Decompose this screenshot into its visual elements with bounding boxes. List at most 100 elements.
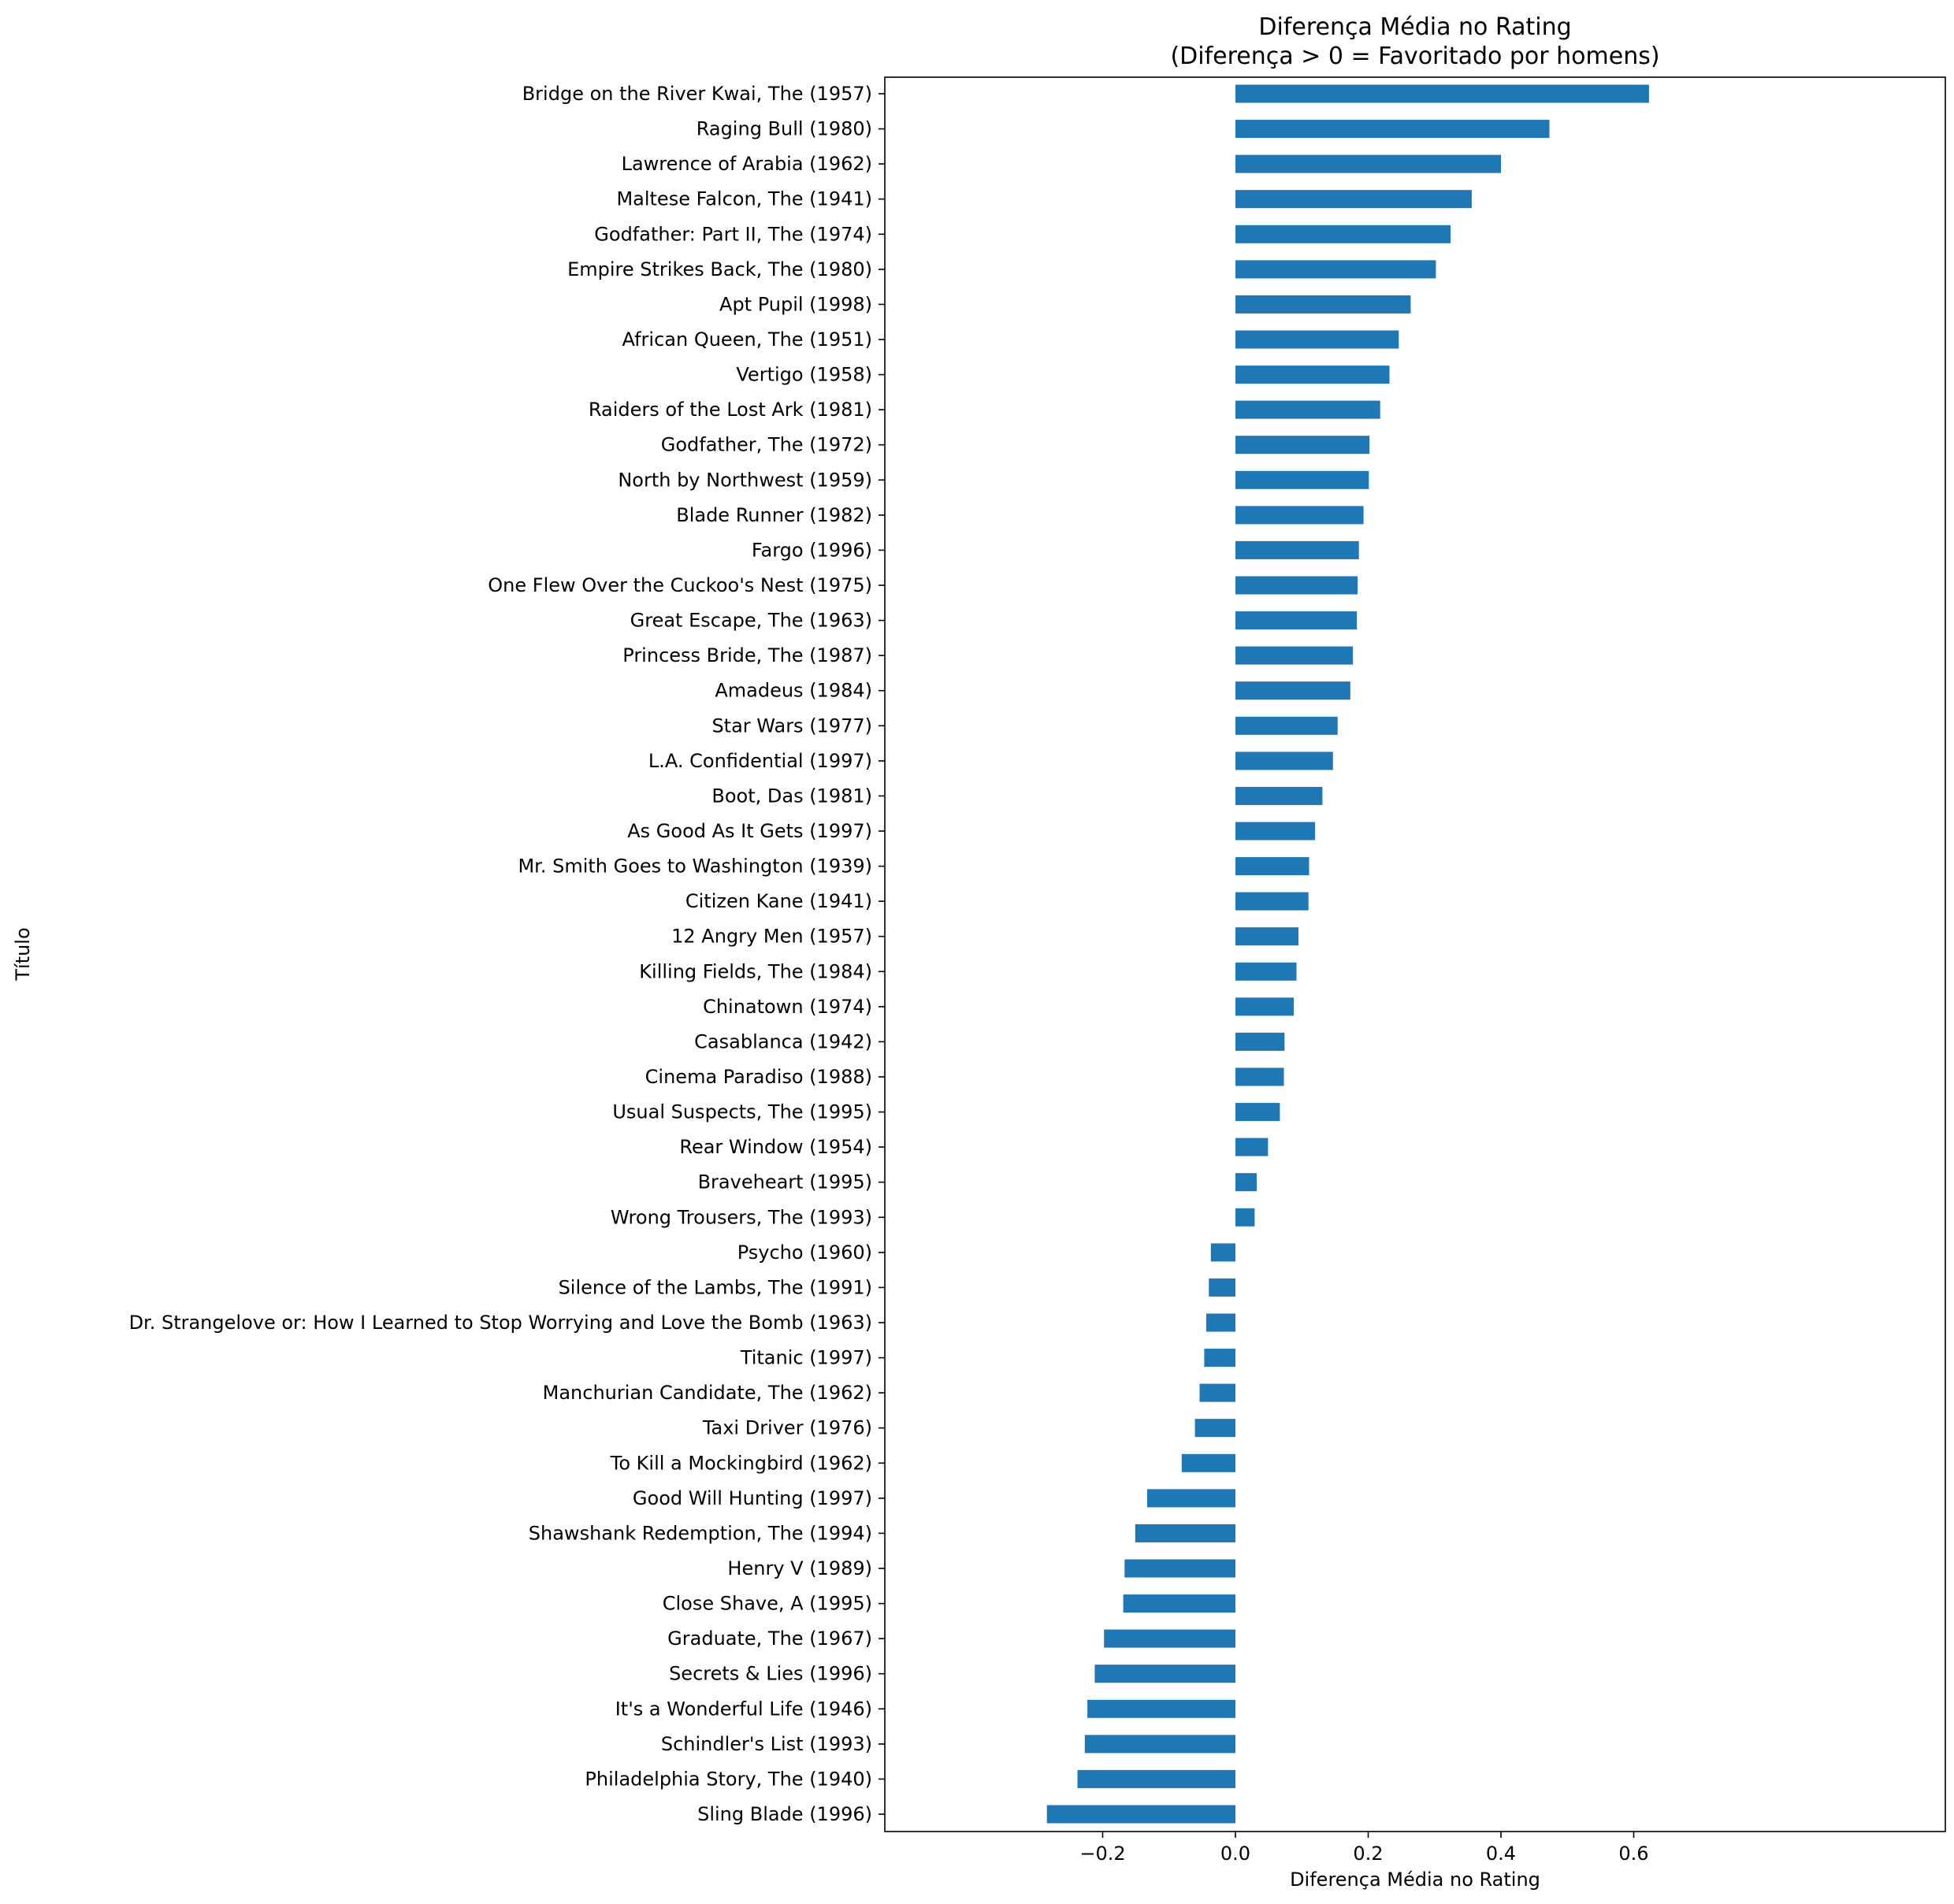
y-tick-label: North by Northwest (1959) [618,469,872,491]
y-tick-label: Raging Bull (1980) [697,118,872,140]
bar [1123,1594,1235,1613]
y-tick-label: Good Will Hunting (1997) [633,1487,872,1509]
bar [1235,611,1358,630]
bar [1235,1032,1285,1051]
bar [1199,1383,1235,1402]
y-tick-label: Henry V (1989) [727,1557,872,1579]
y-tick-label: Titanic (1997) [740,1347,872,1369]
x-tick-group: −0.2 0.0 0.2 0.4 0.6 [1079,1832,1649,1865]
bar [1146,1489,1235,1508]
bar [1235,1173,1257,1192]
y-tick-label: Wrong Trousers, The (1993) [611,1206,872,1228]
y-tick-label: Bridge on the River Kwai, The (1957) [522,83,872,105]
bar [1094,1665,1235,1683]
y-tick-label: Braveheart (1995) [698,1171,872,1193]
bar [1204,1349,1235,1368]
y-tick-label: Rear Window (1954) [679,1136,872,1158]
y-tick-label: Princess Bride, The (1987) [622,644,872,666]
bar [1235,154,1501,173]
y-tick-label: Close Shave, A (1995) [663,1593,872,1615]
bar [1077,1769,1235,1788]
bar [1235,1067,1284,1086]
bar [1235,786,1323,805]
y-tick-label: Mr. Smith Goes to Washington (1939) [518,856,872,878]
y-tick-label: Godfather, The (1972) [661,434,872,456]
bar [1135,1524,1235,1542]
y-tick-label: Apt Pupil (1998) [719,293,872,315]
bar [1087,1699,1235,1718]
y-tick-label: Lawrence of Arabia (1962) [622,153,872,175]
bar [1194,1419,1235,1438]
bar [1181,1453,1235,1472]
bar [1235,1138,1269,1156]
bar [1084,1735,1235,1754]
y-tick-label: Maltese Falcon, The (1941) [616,188,872,210]
bar [1235,400,1380,419]
y-axis-label: Título [12,927,34,981]
bar [1235,295,1411,314]
y-tick-label: African Queen, The (1951) [622,328,872,351]
y-tick-label: Usual Suspects, The (1995) [612,1101,872,1123]
y-tick-label: Chinatown (1974) [703,996,872,1018]
y-tick-label: As Good As It Gets (1997) [627,820,872,842]
y-tick-label: 12 Angry Men (1957) [671,926,872,948]
y-tick-label: Fargo (1996) [752,539,872,561]
bar [1205,1313,1235,1332]
plot-area-frame [884,76,1946,1832]
y-tick-label: Schindler's List (1993) [661,1733,872,1755]
bar [1209,1278,1235,1297]
y-tick-label: Dr. Strangelove or: How I Learned to Sto… [129,1312,872,1334]
bar [1235,752,1333,770]
bar [1235,1208,1255,1227]
y-tick-label: Amadeus (1984) [715,680,872,702]
bar [1235,366,1390,384]
bar [1235,120,1550,139]
x-tick-label: 0.0 [1220,1843,1250,1865]
y-tick-label: Godfather: Part II, The (1974) [594,223,872,245]
y-tick-label: Sling Blade (1996) [697,1803,872,1825]
bar [1235,681,1350,700]
y-tick-label: Graduate, The (1967) [667,1627,872,1650]
bar [1235,576,1358,595]
bar [1046,1805,1235,1824]
y-tick-label: Philadelphia Story, The (1940) [585,1768,872,1790]
y-tick-label: Secrets & Lies (1996) [669,1663,872,1685]
bar [1104,1629,1235,1648]
chart-subtitle: (Diferença > 0 = Favoritado por homens) [1170,43,1659,70]
y-tick-label: To Kill a Mockingbird (1962) [610,1452,872,1474]
bar [1210,1243,1235,1262]
bar [1235,436,1370,455]
bars-group [1046,84,1649,1824]
y-tick-group: Bridge on the River Kwai, The (1957) Ragi… [129,83,885,1825]
bar [1235,1103,1280,1122]
bar [1235,646,1354,665]
bar [1235,190,1472,209]
bar [1235,892,1309,911]
bar [1124,1559,1235,1578]
bar [1235,716,1338,735]
y-tick-label: Taxi Driver (1976) [702,1417,872,1439]
bar [1235,260,1436,279]
y-tick-label: Star Wars (1977) [711,714,872,737]
y-tick-label: Empire Strikes Back, The (1980) [567,258,872,280]
y-tick-label: It's a Wonderful Life (1946) [615,1698,872,1720]
y-tick-label: Cinema Paradiso (1988) [645,1066,872,1088]
y-tick-label: Vertigo (1958) [736,364,872,386]
bar [1235,225,1451,243]
bar [1235,857,1309,876]
y-tick-label: Killing Fields, The (1984) [639,960,872,982]
y-tick-label: Citizen Kane (1941) [685,890,872,912]
y-tick-label: Shawshank Redemption, The (1994) [529,1522,872,1544]
chart-title: Diferença Média no Rating [1258,13,1571,41]
x-tick-label: 0.2 [1353,1843,1383,1865]
y-tick-label: One Flew Over the Cuckoo's Nest (1975) [488,574,872,596]
bar [1235,822,1316,841]
x-tick-label: 0.6 [1618,1843,1648,1865]
y-tick-label: Casablanca (1942) [694,1030,872,1052]
y-tick-label: Psycho (1960) [737,1241,872,1264]
bar [1235,330,1399,349]
bar [1235,927,1298,946]
y-tick-label: Raiders of the Lost Ark (1981) [589,399,872,421]
y-tick-label: Great Escape, The (1963) [630,610,872,632]
y-tick-label: Boot, Das (1981) [711,785,872,807]
